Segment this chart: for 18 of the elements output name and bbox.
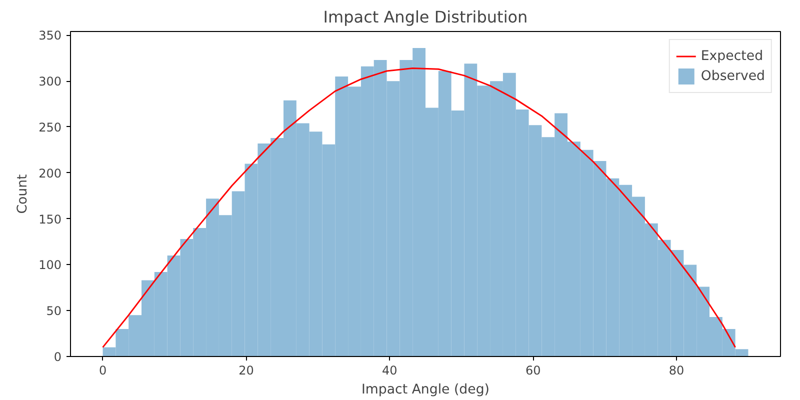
y-tick-label: 300 [38,74,62,89]
y-tick-label: 250 [38,120,62,134]
x-tick-label: 60 [525,364,541,378]
y-tick-label: 50 [46,304,62,318]
x-tick-label: 0 [98,364,107,378]
y-axis-title: Count [16,174,31,214]
legend-label: Expected [700,48,764,64]
y-tick-label: 200 [38,166,62,180]
x-tick-label: 80 [668,364,684,378]
x-tick-label: 40 [382,364,398,378]
y-tick-label: 0 [54,350,62,364]
x-tick-label: 20 [238,364,254,378]
chart-title: Impact Angle Distribution [323,8,528,26]
y-tick-label: 350 [38,28,62,43]
legend-label: Observed [700,68,765,84]
y-tick-label: 100 [38,258,62,272]
x-axis-title: Impact Angle (deg) [361,382,490,398]
y-tick-label: 150 [38,212,62,226]
